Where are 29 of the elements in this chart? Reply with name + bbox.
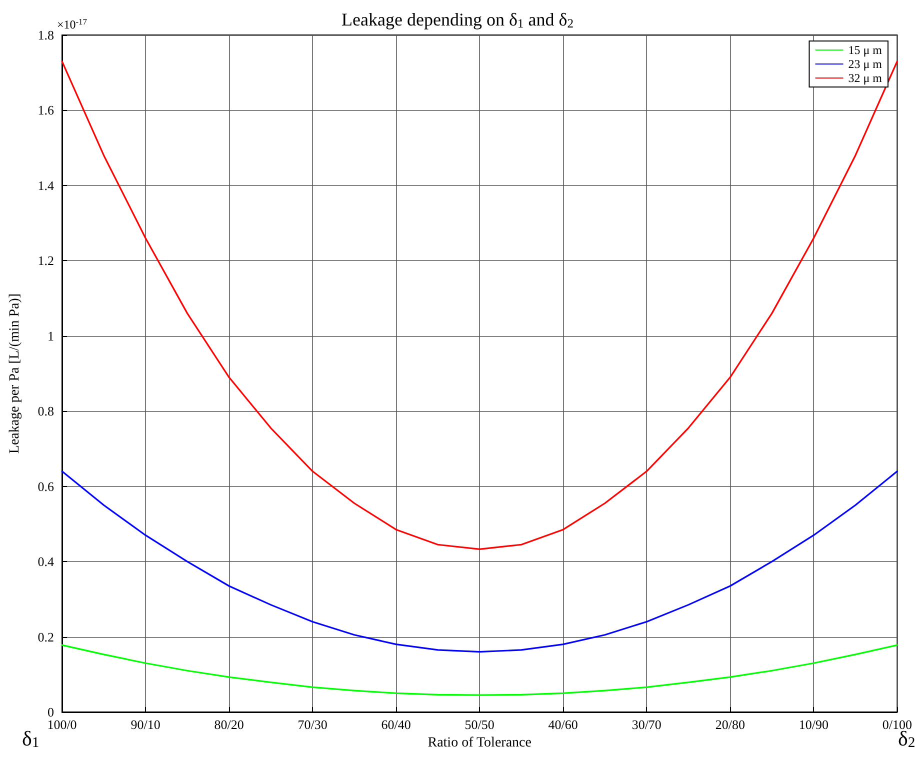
y-axis-title: Leakage per Pa [L/(min Pa)]: [8, 293, 22, 454]
y-tick-label: 1.8: [38, 28, 54, 42]
x-tick-label: 30/70: [632, 717, 662, 732]
y-tick-label: 1.2: [38, 253, 54, 268]
x-tick-label: 40/60: [548, 717, 578, 732]
text: δ1: [22, 726, 40, 752]
x-tick-label: 90/10: [130, 717, 160, 732]
x-tick-label: 100/0: [47, 717, 77, 732]
line-series: [61, 60, 898, 550]
y-tick-label: 0: [48, 704, 54, 720]
x-tick-label: 70/30: [298, 717, 328, 732]
line-series: [61, 644, 898, 696]
x-tick-label: 80/20: [214, 717, 244, 732]
x-axis-title: Ratio of Tolerance: [428, 736, 532, 750]
x-tick-label: 20/80: [715, 717, 745, 732]
y-tick-label: 0.6: [38, 478, 54, 494]
y-tick-label: 1.6: [38, 102, 54, 118]
legend-label: 23 μ m: [848, 57, 883, 71]
y-tick-label: 0.4: [38, 554, 54, 570]
legend-label: 15 μ m: [848, 43, 883, 57]
x-tick-label: 10/90: [798, 717, 828, 732]
legend-label: 32 μ m: [848, 71, 883, 85]
line-series: [61, 470, 898, 653]
x-tick-label: 60/40: [381, 717, 411, 732]
y-tick-label: 1.4: [38, 178, 54, 193]
x-tick-label: 50/50: [464, 717, 494, 732]
y-tick-label: 0.8: [38, 404, 54, 419]
y-tick-label: 1: [48, 328, 54, 344]
y-tick-label: 0.2: [38, 629, 54, 644]
